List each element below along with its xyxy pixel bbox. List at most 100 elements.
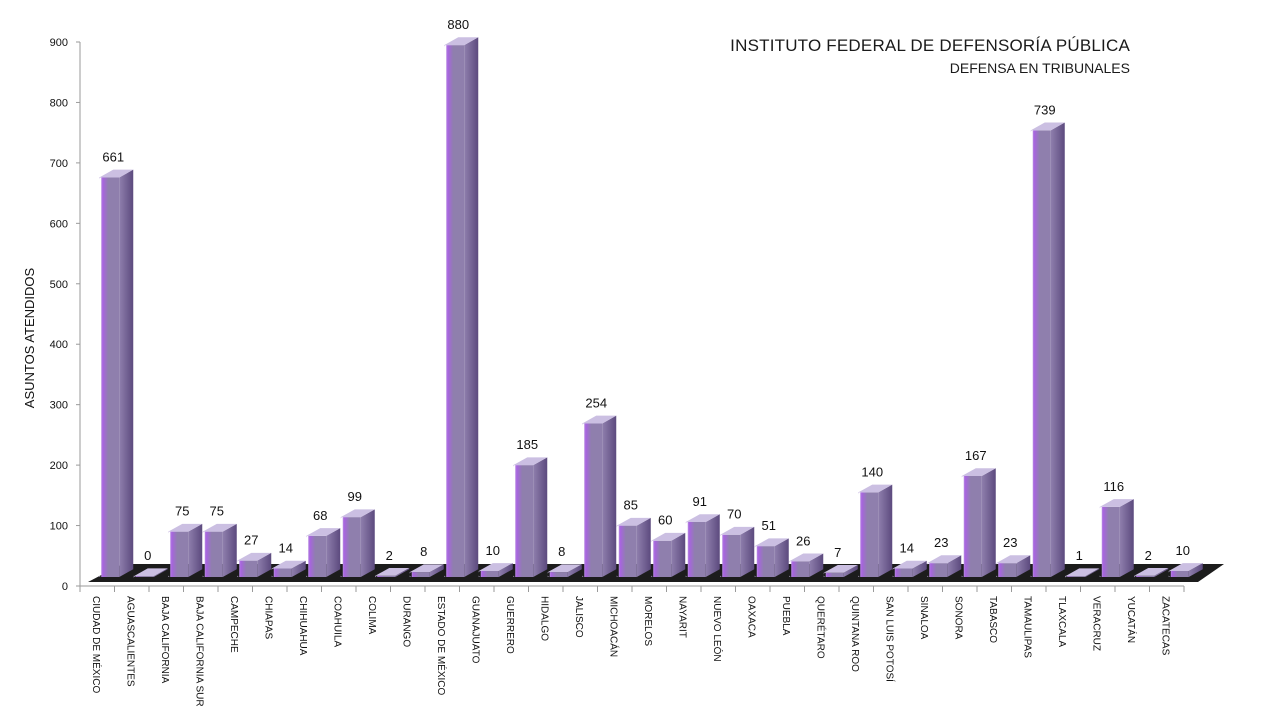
category-label: QUINTANA ROO: [849, 596, 860, 672]
bar-top: [823, 564, 858, 573]
bar-front: [1030, 130, 1051, 577]
bar-side: [188, 523, 203, 577]
bar-side: [671, 532, 686, 577]
bar-front: [961, 476, 982, 577]
category-label: COLIMA: [366, 596, 377, 635]
category-label: OAXACA: [746, 596, 757, 638]
y-tick-label: 700: [50, 158, 68, 170]
category-label: TAMAULIPAS: [1022, 596, 1033, 658]
bar-top: [616, 517, 651, 526]
category-label: AGUASCALIENTES: [125, 596, 136, 687]
bar: [271, 560, 306, 577]
bar: [961, 468, 996, 577]
data-label: 14: [900, 541, 914, 556]
bar-side: [843, 564, 858, 577]
bar-side: [636, 517, 651, 577]
data-label: 1: [1076, 548, 1083, 563]
category-label: PUEBLA: [780, 596, 791, 636]
data-label: 739: [1034, 102, 1056, 117]
category-label: MICHOACÁN: [608, 596, 621, 657]
bar-top: [202, 523, 237, 532]
category-label: NAYARIT: [677, 596, 688, 638]
category-label: DURANGO: [401, 596, 412, 647]
data-label: 27: [244, 533, 258, 548]
bar: [1065, 568, 1100, 579]
bar-top: [547, 564, 582, 573]
bar-front: [685, 521, 706, 577]
bar-side: [1050, 122, 1065, 577]
bar-side: [429, 564, 444, 577]
bar: [651, 532, 686, 577]
bar-top: [996, 555, 1031, 564]
bar-front: [720, 534, 741, 577]
data-label: 68: [313, 508, 327, 523]
bar-top: [340, 509, 375, 518]
data-label: 880: [447, 17, 469, 32]
bar-top: [1030, 122, 1065, 131]
bar-front: [306, 535, 327, 577]
y-tick-label: 600: [50, 218, 68, 230]
bar-top: [133, 568, 168, 577]
bar-side: [119, 169, 134, 577]
bar-side: [567, 564, 582, 577]
bar-side: [809, 553, 824, 577]
bar: [858, 484, 893, 577]
bar: [306, 528, 341, 577]
bar-front: [823, 572, 844, 577]
y-tick-label: 300: [50, 400, 68, 412]
data-label: 10: [486, 543, 500, 558]
chart-subtitle: DEFENSA EN TRIBUNALES: [949, 60, 1130, 76]
data-label: 7: [834, 545, 841, 560]
data-label: 8: [420, 544, 427, 559]
bar-side: [257, 552, 272, 577]
bar-side: [395, 567, 410, 577]
category-label: BAJA CALIFORNIA SUR: [194, 596, 205, 707]
data-label: 140: [861, 464, 883, 479]
y-tick-label: 500: [50, 279, 68, 291]
bar-top: [271, 560, 306, 569]
data-label: 85: [624, 498, 638, 513]
bar: [582, 415, 617, 577]
bar-top: [651, 532, 686, 541]
category-label: CIUDAD DE MÉXICO: [90, 596, 103, 693]
bar-front: [133, 575, 154, 579]
bar-side: [947, 555, 962, 577]
bar-top: [168, 523, 203, 532]
category-label: CHIAPAS: [263, 596, 274, 639]
data-label: 75: [175, 504, 189, 519]
data-label: 14: [279, 541, 293, 556]
bar-front: [340, 517, 361, 577]
bar-front: [1168, 570, 1189, 577]
bar-front: [582, 423, 603, 577]
bar: [99, 169, 134, 577]
category-label: SAN LUIS POTOSÍ: [884, 596, 897, 682]
data-label: 116: [1103, 479, 1124, 494]
category-label: COAHUILA: [332, 596, 343, 647]
bar-side: [705, 514, 720, 577]
bar-side: [1016, 555, 1031, 577]
bar-side: [981, 468, 996, 577]
bar-top: [720, 526, 755, 535]
bar: [513, 457, 548, 577]
data-label: 60: [658, 513, 672, 528]
bar-front: [996, 563, 1017, 577]
data-label: 0: [144, 548, 151, 563]
category-label: BAJA CALIFORNIA: [159, 596, 170, 684]
data-label: 23: [934, 535, 948, 550]
bar: [616, 517, 651, 577]
bar-side: [1154, 567, 1169, 577]
bar-front: [858, 492, 879, 577]
bar-top: [754, 538, 789, 547]
data-label: 167: [965, 448, 987, 463]
bar-top: [961, 468, 996, 477]
y-tick-label: 100: [50, 521, 68, 533]
bar-side: [1119, 499, 1134, 577]
data-label: 661: [102, 149, 124, 164]
bar-side: [326, 528, 341, 577]
bar-top: [927, 555, 962, 564]
bar-top: [1168, 563, 1203, 571]
bar-top: [685, 514, 720, 522]
y-tick-label: 200: [50, 460, 68, 472]
bar-front: [927, 563, 948, 577]
